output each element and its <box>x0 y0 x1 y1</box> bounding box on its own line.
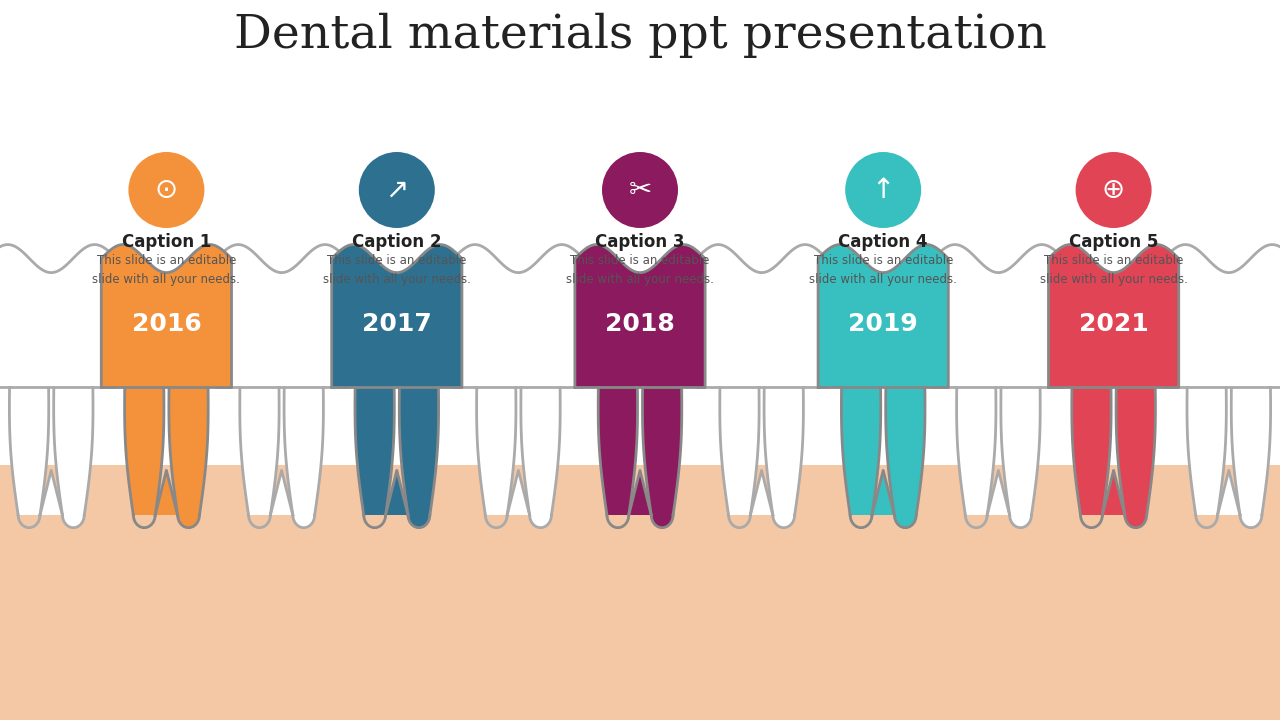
Polygon shape <box>101 245 232 528</box>
Text: Caption 1: Caption 1 <box>122 233 211 251</box>
Text: Caption 4: Caption 4 <box>838 233 928 251</box>
Text: ↗: ↗ <box>385 176 408 204</box>
Circle shape <box>128 152 205 228</box>
Text: ↑: ↑ <box>872 176 895 204</box>
Polygon shape <box>453 245 584 528</box>
Text: 2019: 2019 <box>849 312 918 336</box>
Circle shape <box>602 152 678 228</box>
Polygon shape <box>575 245 705 528</box>
Polygon shape <box>1164 245 1280 528</box>
Polygon shape <box>1048 245 1179 528</box>
Text: This slide is an editable
slide with all your needs.: This slide is an editable slide with all… <box>323 254 471 286</box>
Circle shape <box>845 152 922 228</box>
Text: This slide is an editable
slide with all your needs.: This slide is an editable slide with all… <box>566 254 714 286</box>
Text: 2018: 2018 <box>605 312 675 336</box>
Text: 2017: 2017 <box>362 312 431 336</box>
Polygon shape <box>216 245 347 528</box>
Polygon shape <box>696 245 827 528</box>
Text: ⊙: ⊙ <box>155 176 178 204</box>
Text: Dental materials ppt presentation: Dental materials ppt presentation <box>233 12 1047 58</box>
Text: Caption 5: Caption 5 <box>1069 233 1158 251</box>
Text: Caption 2: Caption 2 <box>352 233 442 251</box>
Circle shape <box>358 152 435 228</box>
Text: This slide is an editable
slide with all your needs.: This slide is an editable slide with all… <box>92 254 241 286</box>
Text: This slide is an editable
slide with all your needs.: This slide is an editable slide with all… <box>1039 254 1188 286</box>
Text: 2016: 2016 <box>132 312 201 336</box>
Polygon shape <box>818 245 948 528</box>
Text: 2021: 2021 <box>1079 312 1148 336</box>
Polygon shape <box>0 245 116 528</box>
Polygon shape <box>933 245 1064 528</box>
Text: ✂: ✂ <box>628 176 652 204</box>
Text: Caption 3: Caption 3 <box>595 233 685 251</box>
Circle shape <box>1075 152 1152 228</box>
Bar <box>0 465 1280 720</box>
Text: This slide is an editable
slide with all your needs.: This slide is an editable slide with all… <box>809 254 957 286</box>
Text: ⊕: ⊕ <box>1102 176 1125 204</box>
Polygon shape <box>332 245 462 528</box>
